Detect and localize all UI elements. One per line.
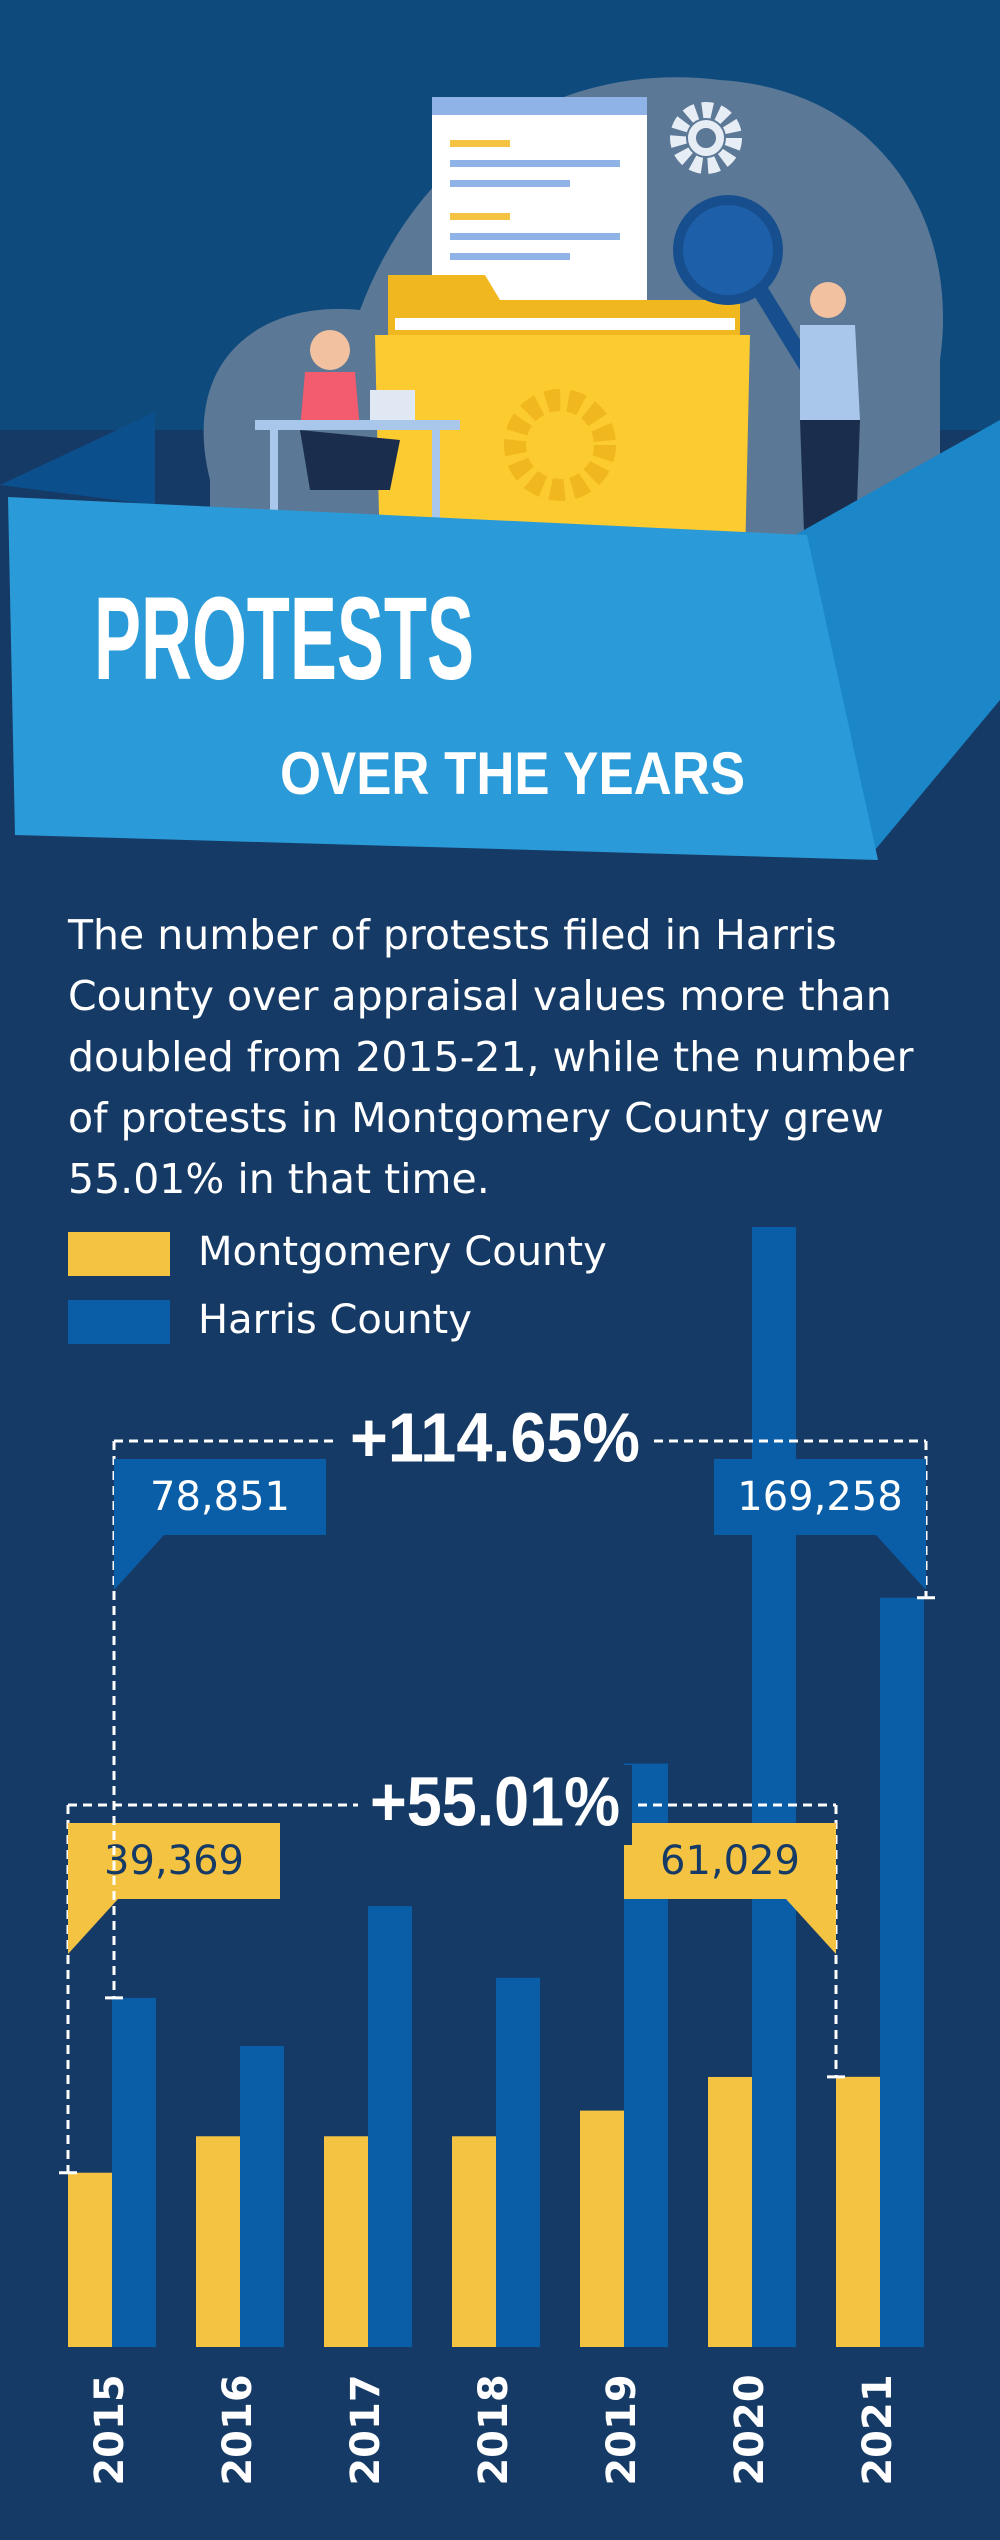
bar xyxy=(708,2076,752,2347)
bar xyxy=(368,1906,412,2347)
folder-front xyxy=(375,335,750,560)
doc-line xyxy=(450,253,570,260)
bar xyxy=(324,2136,368,2347)
callout-pointer xyxy=(114,1535,164,1590)
folder-paper xyxy=(395,318,735,330)
legend-label: Harris County xyxy=(198,1297,472,1343)
title: PROTESTS xyxy=(94,573,474,705)
value-label: 61,029 xyxy=(660,1838,800,1884)
annotation: +55.01% xyxy=(370,1762,620,1840)
person xyxy=(300,430,400,490)
annotation-backdrop xyxy=(338,1401,652,1481)
legend-swatch xyxy=(68,1232,170,1276)
ribbon-fold xyxy=(0,412,155,505)
doc-line xyxy=(450,160,620,167)
ribbon-end xyxy=(795,420,1000,850)
callout-box xyxy=(68,1823,280,1899)
callout-box xyxy=(114,1459,326,1535)
laptop xyxy=(370,390,415,420)
value-label: 39,369 xyxy=(104,1838,244,1884)
legend-label: Montgomery County xyxy=(198,1229,607,1275)
doc-line xyxy=(450,140,510,147)
x-tick-label: 2021 xyxy=(855,2374,901,2485)
callout-box xyxy=(624,1823,836,1899)
x-tick-label: 2015 xyxy=(87,2374,133,2485)
bar xyxy=(880,1597,924,2347)
person xyxy=(310,330,350,370)
legend-swatch xyxy=(68,1300,170,1344)
bar xyxy=(196,2136,240,2347)
doc-line xyxy=(450,213,510,220)
x-tick-label: 2020 xyxy=(727,2374,773,2485)
bar xyxy=(452,2136,496,2347)
bar xyxy=(836,2076,880,2347)
document-bar xyxy=(432,97,647,115)
bar xyxy=(752,1227,796,2347)
desk xyxy=(255,420,460,430)
x-tick-label: 2019 xyxy=(599,2374,645,2485)
doc-line xyxy=(450,180,570,187)
bar xyxy=(496,1977,540,2347)
annotation-backdrop xyxy=(358,1765,632,1845)
x-tick-label: 2017 xyxy=(343,2374,389,2485)
person xyxy=(800,325,860,420)
magnifier xyxy=(673,195,783,305)
person xyxy=(810,282,846,318)
plot: Montgomery County Harris County 2015 2016 20… xyxy=(59,1227,935,2486)
callout-pointer xyxy=(68,1899,118,1954)
callout-box xyxy=(714,1459,926,1535)
person xyxy=(300,372,360,430)
callout-pointer xyxy=(786,1899,836,1954)
value-label: 78,851 xyxy=(150,1474,290,1520)
description: The number of protests filed in Harris C… xyxy=(68,911,914,1203)
bar xyxy=(68,2172,112,2347)
annotation: +114.65% xyxy=(350,1398,640,1476)
ribbon xyxy=(8,497,878,860)
doc-line xyxy=(450,233,620,240)
bar xyxy=(112,1997,156,2347)
bar xyxy=(240,2045,284,2347)
bar xyxy=(580,2110,624,2347)
desk xyxy=(432,430,440,520)
desk xyxy=(270,430,278,520)
gear-icon xyxy=(670,102,742,174)
value-label: 169,258 xyxy=(737,1474,902,1520)
gear-icon xyxy=(688,120,724,156)
folder-gear xyxy=(504,389,616,501)
subtitle: OVER THE YEARS xyxy=(280,740,745,807)
x-tick-label: 2016 xyxy=(215,2374,261,2485)
callout-pointer xyxy=(876,1535,926,1590)
x-tick-label: 2018 xyxy=(471,2374,517,2485)
